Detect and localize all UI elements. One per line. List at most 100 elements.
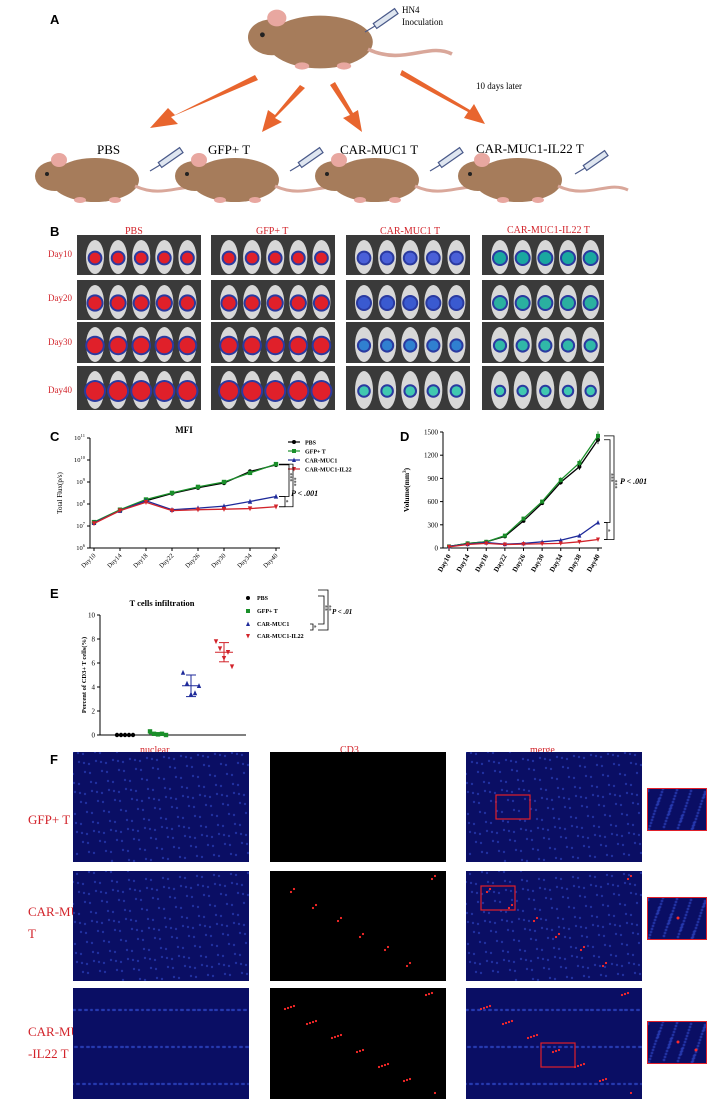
data-point <box>273 461 279 467</box>
zoom-box <box>540 1042 576 1068</box>
merge-image <box>464 988 643 1099</box>
bli-image <box>211 366 335 410</box>
x-tick-label: Day14 <box>455 553 472 574</box>
b-group-car-muc1: CAR-MUC1 T <box>380 226 441 237</box>
data-point <box>163 732 169 738</box>
series-line <box>93 501 277 525</box>
data-point <box>577 533 582 538</box>
data-point <box>195 507 201 513</box>
legend-label: GFP+ T <box>257 609 278 615</box>
cd3-image <box>270 988 446 1099</box>
group-label-pbs: PBS <box>97 142 121 157</box>
x-tick-label: Day10 <box>436 553 453 574</box>
y-tick-label: 1010 <box>74 455 86 464</box>
inoculation-label-2: Inoculation <box>402 17 443 27</box>
series-line <box>448 439 599 548</box>
legend-marker <box>292 457 296 462</box>
p-value-annotation: P < .001 <box>291 489 318 498</box>
merge-image <box>464 750 643 863</box>
panel-label-e: E <box>50 586 59 601</box>
x-tick-label: Day26 <box>184 552 202 570</box>
legend-marker <box>246 609 250 613</box>
y-axis-label: Percent of CD3+ T cells(%) <box>81 637 88 713</box>
f-row-car-muc1-2: T <box>28 926 36 941</box>
y-tick-label: 1500 <box>424 429 439 437</box>
data-point <box>247 498 253 504</box>
x-tick-label: Day34 <box>236 552 254 570</box>
x-tick-label: Day18 <box>474 553 491 574</box>
y-axis-label: Volume(mm3) <box>402 467 411 512</box>
significance-stars: * <box>314 625 320 628</box>
panel-label-a: A <box>50 12 60 27</box>
data-point <box>192 690 198 696</box>
x-tick-label: Day30 <box>210 552 227 569</box>
chart-c-flux: MFI 106 107 108 109 1010 1011 Total Flux(p/s) Da… <box>56 425 352 570</box>
significance-bracket <box>310 623 314 631</box>
group-label-car-muc1-il22: CAR-MUC1-IL22 T <box>476 141 584 156</box>
data-point <box>213 639 219 645</box>
significance-stars: * <box>286 500 292 503</box>
data-point <box>596 433 600 438</box>
cd3-image <box>270 752 446 862</box>
data-point <box>558 537 563 543</box>
panel-label-c: C <box>50 429 60 444</box>
data-point <box>502 542 507 548</box>
b-group-gfp: GFP+ T <box>256 226 289 237</box>
y-tick-label: 106 <box>76 543 86 552</box>
legend-marker <box>246 634 250 639</box>
y-tick-label: 1011 <box>74 433 85 442</box>
b-day-10: Day10 <box>48 249 72 259</box>
data-point <box>273 504 279 510</box>
significance-stars: *** <box>615 480 621 489</box>
data-point <box>465 542 470 548</box>
b-day-30: Day30 <box>48 337 72 347</box>
x-tick-label: Day14 <box>106 552 124 570</box>
data-point <box>184 680 190 686</box>
data-point <box>147 729 153 734</box>
data-point <box>114 732 120 738</box>
x-tick-label: Day10 <box>80 552 97 569</box>
data-point <box>577 539 582 545</box>
bli-image <box>211 322 335 363</box>
chart-title: T cells infiltration <box>129 598 194 608</box>
y-tick-label: 8 <box>92 636 96 644</box>
series-line <box>448 435 599 548</box>
data-point <box>273 493 279 499</box>
x-tick-label: Day38 <box>567 553 584 574</box>
data-point <box>596 537 600 542</box>
syringe-icon <box>364 8 399 33</box>
data-point <box>540 541 545 547</box>
p-value-annotation: P < .001 <box>620 477 647 486</box>
bli-image <box>482 235 604 275</box>
data-point <box>229 664 235 670</box>
merge-image <box>464 869 643 982</box>
group-label-gfp: GFP+ T <box>208 142 251 157</box>
significance-stars: *** <box>294 477 300 486</box>
zoom-box <box>495 794 531 820</box>
bli-image <box>346 366 470 410</box>
b-group-car-muc1-il22: CAR-MUC1-IL22 T <box>507 225 590 236</box>
x-tick-label: Day22 <box>492 553 509 574</box>
bli-image <box>482 280 604 320</box>
chart-title: MFI <box>175 425 193 435</box>
y-tick-label: 1200 <box>424 452 439 460</box>
data-point <box>122 732 128 738</box>
data-point <box>558 541 563 546</box>
data-point <box>126 732 132 738</box>
f-col-cd3: CD3 <box>340 745 359 756</box>
panel-label-b: B <box>50 224 60 239</box>
f-row-gfp: GFP+ T <box>28 812 71 827</box>
data-point <box>117 508 123 514</box>
bli-image <box>346 280 470 320</box>
days-later-label: 10 days later <box>476 81 522 91</box>
y-tick-label: 600 <box>428 498 439 506</box>
data-point <box>118 732 124 738</box>
y-tick-label: 2 <box>92 708 96 716</box>
legend-label: CAR-MUC1 <box>305 459 337 465</box>
y-tick-label: 109 <box>76 477 86 486</box>
data-point <box>577 460 582 465</box>
arrow-icon <box>150 70 485 132</box>
bli-image <box>346 322 470 363</box>
data-point <box>169 490 175 496</box>
data-point <box>247 470 253 476</box>
